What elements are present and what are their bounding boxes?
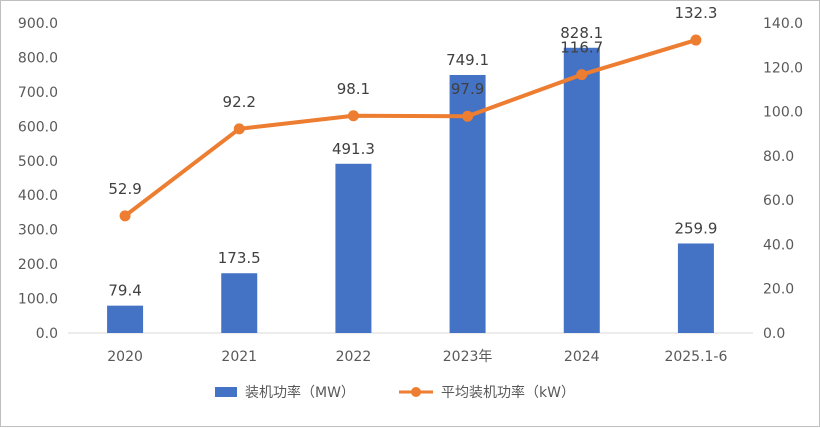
left-axis-tick-label: 800.0 (18, 50, 58, 66)
line-data-label: 92.2 (223, 93, 256, 111)
line-path (123, 38, 697, 218)
right-axis-tick-label: 40.0 (763, 237, 794, 253)
bar-data-label: 491.3 (332, 140, 375, 158)
bar-series: 79.4 173.5 491.3 749.1 828.1 259.9 (107, 24, 717, 333)
left-axis: 0.0 100.0 200.0 300.0 400.0 500.0 600.0 700.0 80… (18, 16, 58, 342)
bar (677, 243, 714, 333)
left-axis-tick-label: 100.0 (18, 292, 58, 308)
right-axis-tick-label: 120.0 (763, 60, 803, 76)
line-marker (690, 34, 702, 46)
bar (563, 47, 600, 333)
right-axis-tick-label: 80.0 (763, 149, 794, 165)
left-axis-tick-label: 600.0 (18, 119, 58, 135)
left-axis-tick-label: 500.0 (18, 154, 58, 170)
legend-line-label: 平均装机功率（kW） (441, 384, 575, 401)
left-axis-tick-label: 700.0 (18, 85, 58, 101)
x-axis-category-label: 2021 (221, 349, 257, 365)
left-axis-tick-label: 400.0 (18, 188, 58, 204)
left-axis-tick-label: 900.0 (18, 16, 58, 32)
right-axis-tick-label: 0.0 (763, 326, 785, 342)
line-data-label: 97.9 (451, 80, 484, 98)
left-axis-tick-label: 300.0 (18, 223, 58, 239)
right-axis: 0.0 20.0 40.0 60.0 80.0 100.0 120.0 140.0 (763, 16, 803, 342)
x-axis-category-label: 2024 (564, 349, 600, 365)
line-data-label: 116.7 (560, 39, 603, 57)
right-axis-tick-label: 100.0 (763, 105, 803, 121)
x-axis-categories: 2020 2021 2022 2023年 2024 2025.1-6 (107, 349, 727, 365)
bar-data-label: 259.9 (674, 219, 717, 237)
line-series: 52.9 92.2 98.1 97.9 116.7 132.3 (108, 4, 717, 222)
bar (221, 273, 258, 333)
line-marker (119, 210, 131, 222)
line-data-label: 98.1 (337, 80, 370, 98)
legend-line-marker (411, 387, 421, 397)
right-axis-tick-label: 20.0 (763, 282, 794, 298)
bar (335, 163, 372, 333)
line-data-label: 52.9 (108, 180, 141, 198)
left-axis-tick-label: 0.0 (36, 326, 58, 342)
x-axis-category-label: 2022 (336, 349, 372, 365)
bar-data-label: 79.4 (108, 282, 141, 300)
x-axis-category-label: 2020 (107, 349, 143, 365)
bar-data-label: 173.5 (218, 249, 261, 267)
right-axis-tick-label: 140.0 (763, 16, 803, 32)
bar (107, 305, 144, 333)
x-axis-category-label: 2023年 (443, 349, 493, 365)
bar-data-label: 749.1 (446, 51, 489, 69)
line-marker (347, 110, 359, 122)
line-marker (462, 110, 474, 122)
line-marker (233, 123, 245, 135)
right-axis-tick-label: 60.0 (763, 193, 794, 209)
left-axis-tick-label: 200.0 (18, 257, 58, 273)
legend-bar-swatch (215, 387, 237, 397)
x-axis-category-label: 2025.1-6 (664, 349, 727, 365)
legend: 装机功率（MW） 平均装机功率（kW） (215, 384, 575, 401)
bar-data-label: 828.1 (560, 24, 603, 42)
line-data-label: 132.3 (674, 4, 717, 22)
legend-bar-label: 装机功率（MW） (245, 384, 355, 401)
line-marker (576, 69, 588, 81)
